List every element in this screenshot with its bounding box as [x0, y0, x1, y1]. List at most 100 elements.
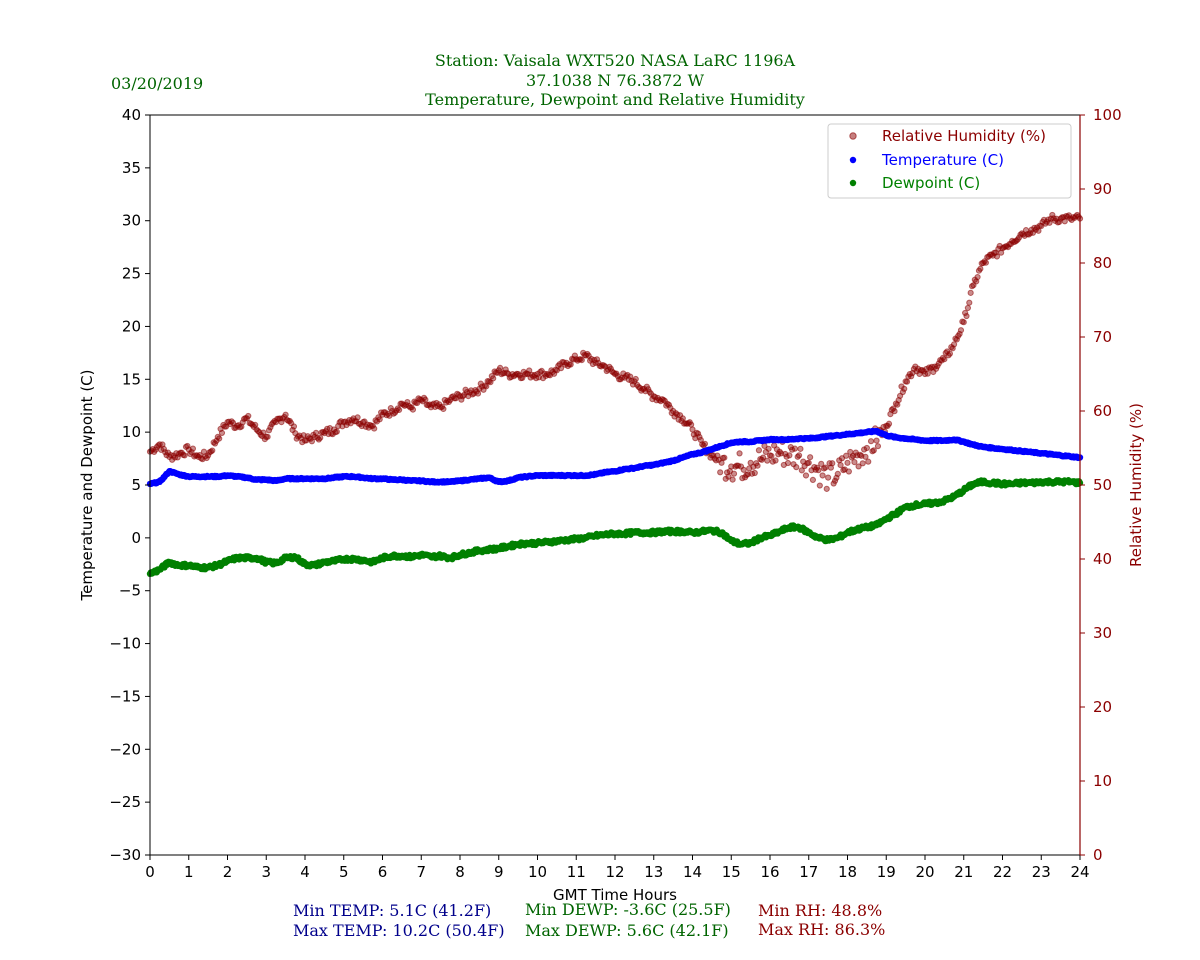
rh-point	[797, 445, 804, 452]
rh-point	[181, 452, 188, 459]
x-tick-label: 11	[567, 863, 586, 881]
rh-point	[843, 452, 850, 459]
rh-point	[267, 424, 274, 431]
title-line-3: Temperature, Dewpoint and Relative Humid…	[425, 90, 805, 109]
rh-point	[290, 423, 298, 430]
rh-point	[818, 460, 825, 467]
rh-point	[676, 412, 684, 419]
min-rh-stat: Min RH: 48.8%	[758, 901, 882, 920]
x-tick-label: 23	[1032, 863, 1051, 881]
rh-point	[874, 443, 882, 450]
rh-point	[740, 466, 747, 473]
rh-point	[764, 457, 771, 464]
rh-point	[1049, 211, 1056, 219]
rh-point	[813, 464, 821, 471]
y-tick-label: −30	[109, 846, 141, 864]
rh-point	[174, 454, 181, 461]
rh-point	[189, 445, 196, 452]
rh-point	[333, 428, 340, 435]
legend-box	[827, 123, 1072, 199]
x-tick-label: 15	[722, 863, 741, 881]
rh-point	[903, 378, 911, 385]
x-tick-label: 21	[954, 863, 973, 881]
y-axis-left: 40 35 30 25 20 15 10 5 0 −5 −10 −15 −20 −25 −30	[109, 106, 150, 864]
y-tick-label: 15	[122, 370, 141, 388]
rh-point	[216, 435, 223, 442]
rh-point	[751, 469, 758, 477]
rh-point	[736, 450, 743, 457]
rh-point	[946, 350, 954, 357]
y-tick-label: 40	[122, 106, 141, 124]
rh-point	[717, 469, 724, 476]
rh-point	[196, 452, 203, 459]
rh-point	[831, 477, 839, 484]
x-tick-label: 20	[915, 863, 934, 881]
rh-point	[755, 447, 763, 454]
rh-point	[822, 464, 829, 471]
x-tick-label: 7	[416, 863, 426, 881]
rh-point	[794, 453, 801, 460]
rh-point	[497, 364, 504, 371]
x-tick-label: 3	[261, 863, 271, 881]
rh-point	[844, 459, 851, 466]
x-tick-label: 0	[145, 863, 155, 881]
rh-point	[908, 373, 915, 380]
rh-point	[837, 461, 844, 469]
x-tick-label: 8	[455, 863, 465, 881]
rh-point	[557, 365, 565, 372]
rh-point	[326, 425, 334, 432]
rh-point	[160, 445, 167, 452]
legend-dew-label: Dewpoint (C)	[882, 174, 980, 192]
rh-point	[861, 446, 868, 453]
x-tick-label: 13	[644, 863, 663, 881]
rh-point	[526, 367, 533, 374]
y-tick-label: 10	[122, 423, 141, 441]
rh-point	[873, 437, 880, 444]
rh-point	[939, 354, 947, 361]
rh-point	[317, 434, 324, 441]
rh-point	[229, 419, 237, 426]
rh-point	[816, 482, 823, 489]
rh-point	[647, 390, 655, 397]
rh-point	[696, 433, 703, 441]
rh-point	[396, 406, 403, 413]
min-temp-stat: Min TEMP: 5.1C (41.2F)	[293, 901, 491, 920]
rh-point	[735, 462, 742, 469]
rh-point	[265, 427, 273, 434]
legend-temp-label: Temperature (C)	[881, 151, 1004, 169]
rh-point	[729, 476, 736, 483]
rh-point	[974, 273, 981, 281]
y2-tick-label: 100	[1093, 106, 1122, 124]
legend-rh-label: Relative Humidity (%)	[882, 127, 1046, 145]
x-tick-label: 9	[494, 863, 504, 881]
y2-tick-label: 50	[1093, 476, 1112, 494]
rh-point	[901, 385, 908, 392]
rh-point	[245, 412, 252, 420]
rh-point	[218, 429, 226, 436]
plot-frame	[149, 114, 1081, 856]
rh-point	[697, 436, 704, 444]
x-tick-label: 16	[760, 863, 779, 881]
y2-tick-label: 70	[1093, 328, 1112, 346]
y2-tick-label: 30	[1093, 624, 1112, 642]
rh-point	[855, 463, 862, 470]
rh-point	[867, 438, 875, 445]
rh-point	[1016, 234, 1023, 241]
y-tick-label: −5	[119, 582, 141, 600]
legend-rh-marker	[849, 132, 857, 140]
y2-axis-title: Relative Humidity (%)	[1127, 403, 1145, 567]
rh-point	[578, 357, 585, 364]
temperature-series	[146, 427, 1084, 488]
rh-point	[768, 452, 775, 460]
rh-point	[998, 249, 1005, 256]
rh-point	[730, 470, 738, 477]
max-temp-stat: Max TEMP: 10.2C (50.4F)	[293, 921, 505, 940]
x-tick-label: 1	[184, 863, 194, 881]
x-tick-label: 5	[339, 863, 349, 881]
rh-point	[924, 370, 931, 377]
y-tick-label: −10	[109, 635, 141, 653]
max-rh-stat: Max RH: 86.3%	[758, 920, 885, 939]
rh-point	[600, 362, 608, 369]
rh-point	[376, 416, 383, 423]
x-tick-label: 24	[1070, 863, 1089, 881]
